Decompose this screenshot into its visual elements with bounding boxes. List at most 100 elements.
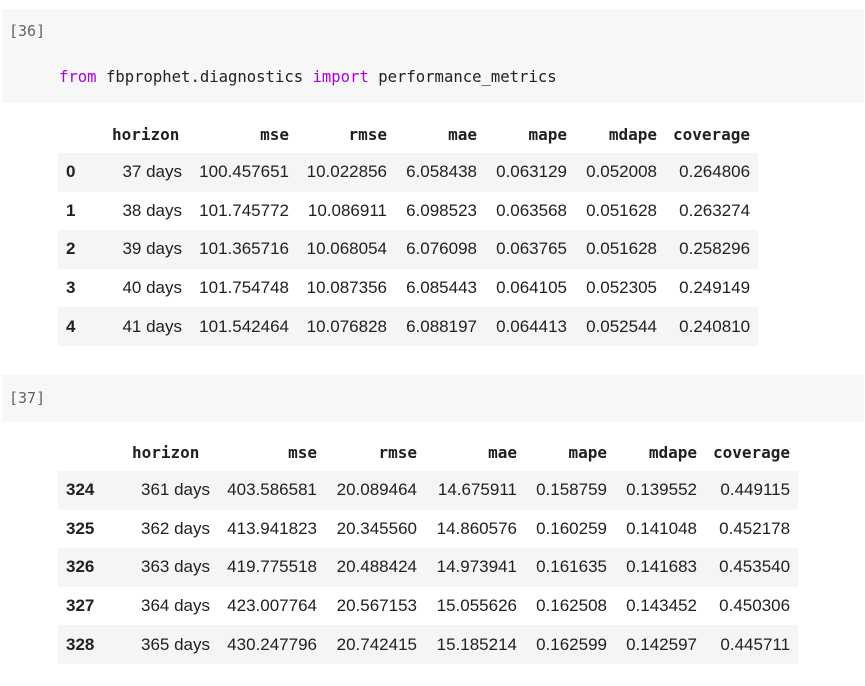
cell-coverage: 0.264806 xyxy=(679,162,751,182)
column-header-mae: mae xyxy=(395,116,485,153)
row-index: 325 xyxy=(66,518,95,538)
code-cell-36[interactable]: [36] from fbprophet.diagnostics import p… xyxy=(2,9,864,224)
table-row: 328 365 days 430.247796 20.742415 15.185… xyxy=(58,625,799,664)
code-cell-37[interactable]: [37] df_p.tail() xyxy=(2,375,864,453)
table-row: 327 364 days 423.007764 20.567153 15.055… xyxy=(58,586,799,626)
cell-mape: 0.064413 xyxy=(496,316,567,336)
cell-mdape: 0.141048 xyxy=(626,518,697,538)
cell-horizon: 38 days xyxy=(122,200,182,220)
dataframe-head-table: horizon mse rmse mae mape mdape coverage… xyxy=(58,116,759,346)
cell-coverage: 0.249149 xyxy=(679,278,751,298)
cell-mae: 14.860576 xyxy=(436,518,517,538)
table-row: 324 361 days 403.586581 20.089464 14.675… xyxy=(58,471,799,510)
cell-mse: 423.007764 xyxy=(227,596,317,616)
cell-mdape: 0.051628 xyxy=(586,200,657,220)
cell-mae: 14.675911 xyxy=(437,480,517,500)
cell-coverage: 0.453540 xyxy=(719,557,791,577)
cell-coverage: 0.452178 xyxy=(719,518,791,538)
cell-coverage: 0.450306 xyxy=(719,596,791,616)
cell-mape: 0.063129 xyxy=(496,162,567,182)
cell-coverage: 0.445711 xyxy=(720,634,791,654)
table-header-row: horizon mse rmse mae mape mdape coverage xyxy=(58,434,799,471)
selected-code-text: df_p.head() xyxy=(59,206,163,224)
row-index: 0 xyxy=(66,162,76,182)
cell-mae: 6.088197 xyxy=(406,316,477,336)
cell-mdape: 0.142597 xyxy=(626,634,697,654)
cell-horizon: 364 days xyxy=(141,596,210,616)
column-header-rmse: rmse xyxy=(325,434,425,471)
column-header-horizon: horizon xyxy=(112,434,218,471)
cell-mse: 430.247796 xyxy=(227,634,317,654)
cell-mse: 101.754748 xyxy=(199,278,289,298)
cell-coverage: 0.240810 xyxy=(679,316,751,336)
execution-count-36: [36] xyxy=(9,22,46,40)
table-row: 4 41 days 101.542464 10.076828 6.088197 … xyxy=(58,307,759,346)
column-header-mape: mape xyxy=(525,434,615,471)
keyword-from: from xyxy=(59,68,97,86)
cell-mae: 6.058438 xyxy=(406,162,477,182)
table-row: 1 38 days 101.745772 10.086911 6.098523 … xyxy=(58,191,759,231)
row-index: 4 xyxy=(66,316,76,336)
code-line-3: df_p.head() xyxy=(59,204,557,227)
imported-name: performance_metrics xyxy=(368,68,557,86)
table-row: 325 362 days 413.941823 20.345560 14.860… xyxy=(58,509,799,549)
row-index: 3 xyxy=(66,278,76,298)
cell-coverage: 0.258296 xyxy=(679,239,751,259)
cell-rmse: 10.068054 xyxy=(306,239,387,259)
cell-mdape: 0.052305 xyxy=(586,278,657,298)
row-index: 2 xyxy=(66,239,76,259)
cell-mae: 14.973941 xyxy=(436,557,517,577)
code-line-1: from fbprophet.diagnostics import perfor… xyxy=(59,66,557,89)
cell-mse: 101.542464 xyxy=(199,316,289,336)
cell-mse: 403.586581 xyxy=(227,480,317,500)
cell-mdape: 0.141683 xyxy=(626,557,697,577)
row-index: 1 xyxy=(66,200,76,220)
cell-rmse: 20.488424 xyxy=(336,557,417,577)
cell-horizon: 363 days xyxy=(141,557,210,577)
row-index: 324 xyxy=(66,480,95,500)
cell-mape: 0.161635 xyxy=(536,557,607,577)
column-header-mdape: mdape xyxy=(575,116,665,153)
table-header-row: horizon mse rmse mae mape mdape coverage xyxy=(58,116,759,153)
cell-horizon: 41 days xyxy=(122,316,182,336)
cell-mdape: 0.143452 xyxy=(626,596,697,616)
row-index: 326 xyxy=(66,557,95,577)
cell-mdape: 0.051628 xyxy=(586,239,657,259)
index-header xyxy=(58,434,112,471)
cell-rmse: 20.089464 xyxy=(336,480,417,500)
cell-mape: 0.162508 xyxy=(536,596,607,616)
column-header-mdape: mdape xyxy=(615,434,705,471)
cell-mse: 413.941823 xyxy=(227,518,317,538)
dataframe-tail-table: horizon mse rmse mae mape mdape coverage… xyxy=(58,434,799,664)
cell-mae: 6.076098 xyxy=(406,239,477,259)
row-index: 328 xyxy=(66,634,95,654)
table-row: 326 363 days 419.775518 20.488424 14.973… xyxy=(58,548,799,587)
cell-rmse: 20.567153 xyxy=(336,596,417,616)
cell-rmse: 10.022856 xyxy=(306,162,387,182)
module-name: fbprophet.diagnostics xyxy=(96,68,313,86)
cell-rmse: 10.087356 xyxy=(306,278,387,298)
cell-horizon: 37 days xyxy=(122,162,182,182)
cell-rmse: 20.742415 xyxy=(336,634,417,654)
cell-mape: 0.158759 xyxy=(536,480,607,500)
execution-count-37: [37] xyxy=(9,389,46,407)
table-row: 2 39 days 101.365716 10.068054 6.076098 … xyxy=(58,230,759,269)
cell-mape: 0.064105 xyxy=(496,278,567,298)
column-header-rmse: rmse xyxy=(297,116,395,153)
column-header-mse: mse xyxy=(218,434,325,471)
table-row: 0 37 days 100.457651 10.022856 6.058438 … xyxy=(58,153,759,192)
cell-mae: 15.055626 xyxy=(436,596,517,616)
cell-mse: 419.775518 xyxy=(227,557,317,577)
cell-horizon: 40 days xyxy=(122,278,182,298)
cell-mdape: 0.139552 xyxy=(626,480,697,500)
cell-coverage: 0.263274 xyxy=(679,200,751,220)
cell-mse: 101.365716 xyxy=(199,239,289,259)
row-index: 327 xyxy=(66,596,95,616)
index-header xyxy=(58,116,100,153)
cell-mdape: 0.052544 xyxy=(586,316,657,336)
cell-mape: 0.063568 xyxy=(496,200,567,220)
cell-rmse: 10.076828 xyxy=(306,316,387,336)
cell-mdape: 0.052008 xyxy=(586,162,657,182)
cell-mae: 6.085443 xyxy=(406,278,477,298)
cell-horizon: 365 days xyxy=(141,634,210,654)
